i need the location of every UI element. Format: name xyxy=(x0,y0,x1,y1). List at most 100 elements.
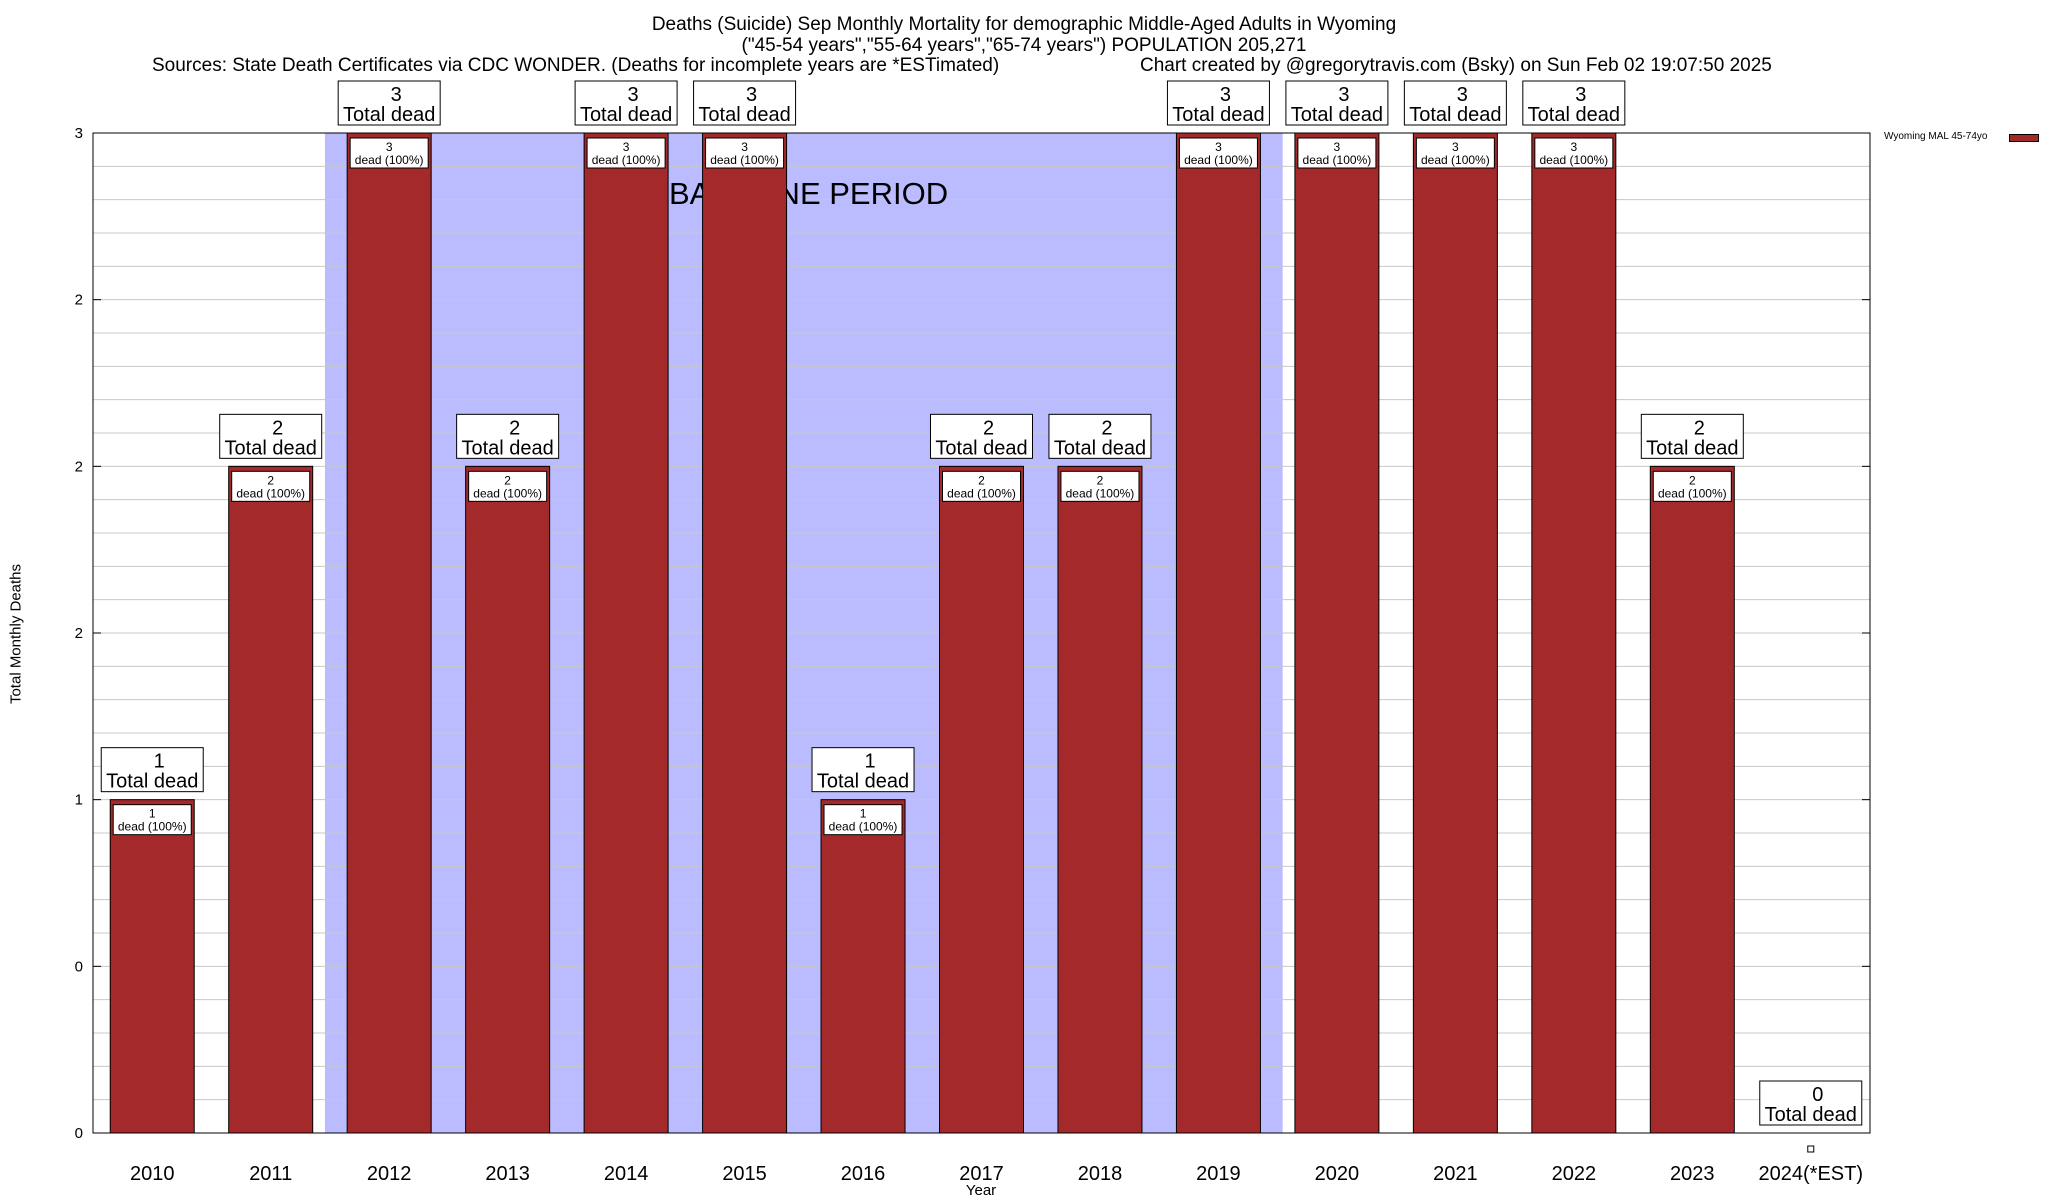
bar-inner-label: dead (100%) xyxy=(1303,153,1372,167)
x-tick-label: 2016 xyxy=(841,1163,886,1185)
bar-inner-label: dead (100%) xyxy=(1539,153,1608,167)
y-tick-label: 0 xyxy=(75,1125,83,1142)
bar-inner-value: 2 xyxy=(267,473,274,487)
x-tick-label: 2019 xyxy=(1196,1163,1241,1185)
bar-total-label: Total dead xyxy=(343,104,435,126)
bar-inner-value: 2 xyxy=(1689,473,1696,487)
bar-inner-label-box xyxy=(1652,470,1732,502)
bar-inner-label: dead (100%) xyxy=(355,153,424,167)
x-tick-label: 2021 xyxy=(1433,1163,1478,1185)
bar-inner-label-box xyxy=(705,137,785,169)
bar-inner-label: dead (100%) xyxy=(473,486,542,500)
bar-total-label-box xyxy=(1166,80,1270,126)
bar-total-label: Total dead xyxy=(461,437,553,459)
bar-total-value: 3 xyxy=(391,84,402,106)
bar-inner-value: 3 xyxy=(1452,140,1459,154)
bar-total-value: 3 xyxy=(1338,84,1349,106)
bar-total-label-box xyxy=(930,413,1033,459)
bar-inner-label: dead (100%) xyxy=(1658,486,1727,500)
bar xyxy=(1649,465,1735,1134)
bar-inner-value: 3 xyxy=(1334,140,1341,154)
bar-inner-value: 3 xyxy=(741,140,748,154)
x-tick-label: 2015 xyxy=(722,1163,767,1185)
bar xyxy=(1294,132,1380,1134)
bar-inner-value: 2 xyxy=(504,473,511,487)
y-tick-label: 3 xyxy=(75,125,83,142)
bar-total-label: Total dead xyxy=(817,771,909,793)
bar xyxy=(465,465,551,1134)
bar xyxy=(702,132,788,1134)
bar-total-label: Total dead xyxy=(698,104,790,126)
bar-inner-value: 3 xyxy=(1215,140,1222,154)
bar xyxy=(1057,465,1143,1134)
bar-total-label: Total dead xyxy=(1054,437,1146,459)
bar-total-value: 2 xyxy=(272,417,283,439)
bar-total-value: 0 xyxy=(1812,1084,1823,1106)
x-axis-label: Year xyxy=(965,1182,997,1199)
bar-inner-label: dead (100%) xyxy=(829,820,898,834)
bar xyxy=(1175,132,1261,1134)
bar-inner-label-box xyxy=(1178,137,1258,169)
bar-inner-value: 3 xyxy=(386,140,393,154)
bar xyxy=(228,465,314,1134)
bar-total-label: Total dead xyxy=(1646,437,1738,459)
bar xyxy=(1412,132,1498,1134)
bar-total-value: 3 xyxy=(1220,84,1231,106)
bar-total-value: 2 xyxy=(983,417,994,439)
bar-inner-label: dead (100%) xyxy=(1421,153,1490,167)
chart-subtitle: ("45-54 years","55-64 years","65-74 year… xyxy=(741,35,1307,56)
bar-inner-label-box xyxy=(112,804,192,836)
bar-total-label-box xyxy=(337,80,441,126)
bar xyxy=(820,799,906,1134)
bar-total-label-box xyxy=(1048,413,1152,459)
bar-total-label-box xyxy=(1522,80,1626,126)
bar-total-label-box xyxy=(100,747,204,793)
bar-total-label: Total dead xyxy=(1172,104,1264,126)
bar-inner-label: dead (100%) xyxy=(947,486,1016,500)
y-tick-label: 2 xyxy=(75,625,83,642)
bar-total-label: Total dead xyxy=(1291,104,1383,126)
bar-total-value: 3 xyxy=(628,84,639,106)
x-tick-label: 2014 xyxy=(604,1163,649,1185)
bar-inner-label: dead (100%) xyxy=(592,153,661,167)
bar-total-label-box xyxy=(1640,413,1744,459)
bar-inner-label-box xyxy=(349,137,429,169)
bar-inner-value: 3 xyxy=(1570,140,1577,154)
x-tick-label: 2022 xyxy=(1552,1163,1597,1185)
bar xyxy=(1531,132,1617,1134)
bar-inner-label-box xyxy=(823,804,903,836)
bar-inner-value: 3 xyxy=(623,140,630,154)
x-tick-label: 2018 xyxy=(1078,1163,1123,1185)
bar-total-value: 3 xyxy=(1575,84,1586,106)
bar-inner-label: dead (100%) xyxy=(236,486,305,500)
bar-inner-label: dead (100%) xyxy=(710,153,779,167)
bar-inner-label-box xyxy=(468,470,548,502)
bar-inner-value: 2 xyxy=(1097,473,1104,487)
bar-total-value: 1 xyxy=(864,751,875,773)
x-tick-label: 2010 xyxy=(130,1163,175,1185)
y-tick-label: 0 xyxy=(75,958,83,975)
bar-total-label: Total dead xyxy=(1528,104,1620,126)
x-tick-label: 2017 xyxy=(959,1163,1004,1185)
bar-total-label-box xyxy=(219,413,323,459)
bar-inner-label-box xyxy=(231,470,311,502)
bar-total-value: 2 xyxy=(1694,417,1705,439)
bar-inner-label: dead (100%) xyxy=(118,820,187,834)
bar-total-value: 1 xyxy=(154,751,165,773)
bar-total-label: Total dead xyxy=(1765,1104,1857,1126)
bar-total-label-box xyxy=(1285,80,1389,126)
bar-inner-label: dead (100%) xyxy=(1184,153,1253,167)
y-tick-label: 2 xyxy=(75,458,83,475)
x-tick-label: 2020 xyxy=(1315,1163,1360,1185)
y-axis-label: Total Monthly Deaths xyxy=(7,563,25,705)
bar-inner-label-box xyxy=(1297,137,1377,169)
bar-inner-label-box xyxy=(942,470,1021,502)
x-tick-label: 2012 xyxy=(367,1163,412,1185)
bar xyxy=(939,465,1024,1134)
bar-inner-value: 1 xyxy=(860,807,867,821)
bar-inner-value: 1 xyxy=(149,807,156,821)
bar-total-label: Total dead xyxy=(106,771,198,793)
y-tick-label: 2 xyxy=(75,292,83,309)
chart-title: Deaths (Suicide) Sep Monthly Mortality f… xyxy=(651,14,1397,35)
